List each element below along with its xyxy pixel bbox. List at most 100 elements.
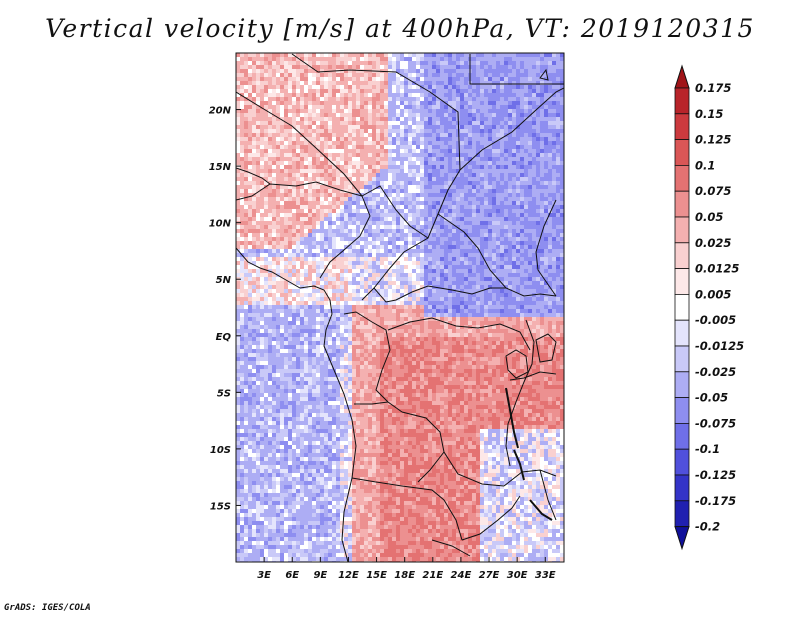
field-cell (396, 121, 400, 125)
field-cell (432, 85, 436, 89)
field-cell (256, 81, 260, 85)
field-cell (536, 201, 540, 205)
field-cell (492, 157, 496, 161)
field-cell (500, 117, 504, 121)
field-cell (440, 193, 444, 197)
field-cell (476, 153, 480, 157)
field-cell (240, 217, 244, 221)
field-cell (484, 209, 488, 213)
field-cell (400, 273, 404, 277)
field-cell (428, 181, 432, 185)
field-cell (508, 185, 512, 189)
field-cell (452, 149, 456, 153)
field-cell (372, 77, 376, 81)
field-cell (472, 213, 476, 217)
field-cell (340, 225, 344, 229)
field-cell (504, 193, 508, 197)
field-cell (284, 93, 288, 97)
field-cell (508, 217, 512, 221)
field-cell (448, 193, 452, 197)
field-cell (520, 57, 524, 61)
field-cell (488, 69, 492, 73)
field-cell (252, 109, 256, 113)
field-cell (548, 105, 552, 109)
field-cell (544, 197, 548, 201)
field-cell (416, 285, 420, 289)
field-cell (368, 153, 372, 157)
field-cell (392, 165, 396, 169)
field-cell (236, 93, 240, 97)
field-cell (428, 177, 432, 181)
field-cell (352, 65, 356, 69)
field-cell (400, 265, 404, 269)
field-cell (532, 137, 536, 141)
field-cell (432, 61, 436, 65)
field-cell (276, 85, 280, 89)
field-cell (252, 277, 256, 281)
field-cell (340, 73, 344, 77)
field-cell (436, 265, 440, 269)
field-cell (248, 101, 252, 105)
field-cell (468, 209, 472, 213)
field-cell (336, 289, 340, 293)
field-cell (340, 209, 344, 213)
field-cell (492, 145, 496, 149)
field-cell (384, 197, 388, 201)
field-cell (504, 261, 508, 265)
field-cell (456, 197, 460, 201)
field-cell (488, 173, 492, 177)
field-cell (480, 245, 484, 249)
field-cell (352, 249, 356, 253)
field-cell (444, 189, 448, 193)
field-cell (308, 221, 312, 225)
field-cell (408, 93, 412, 97)
field-cell (292, 93, 296, 97)
field-cell (352, 265, 356, 269)
field-cell (484, 125, 488, 129)
field-cell (416, 69, 420, 73)
field-cell (316, 129, 320, 133)
field-cell (448, 125, 452, 129)
field-cell (456, 85, 460, 89)
field-cell (300, 153, 304, 157)
field-cell (328, 173, 332, 177)
field-cell (428, 233, 432, 237)
field-cell (288, 69, 292, 73)
field-cell (320, 189, 324, 193)
field-cell (388, 149, 392, 153)
field-cell (340, 289, 344, 293)
field-cell (476, 137, 480, 141)
field-cell (300, 181, 304, 185)
field-cell (496, 53, 500, 57)
field-cell (292, 261, 296, 265)
field-cell (428, 277, 432, 281)
field-cell (408, 165, 412, 169)
field-cell (316, 277, 320, 281)
field-cell (304, 197, 308, 201)
field-cell (516, 177, 520, 181)
field-cell (456, 269, 460, 273)
field-cell (424, 73, 428, 77)
field-cell (288, 53, 292, 57)
field-cell (332, 77, 336, 81)
field-cell (260, 217, 264, 221)
field-cell (400, 81, 404, 85)
field-cell (348, 169, 352, 173)
field-cell (384, 249, 388, 253)
field-cell (480, 113, 484, 117)
field-cell (380, 217, 384, 221)
field-cell (472, 253, 476, 257)
field-cell (388, 181, 392, 185)
field-cell (396, 85, 400, 89)
field-cell (236, 113, 240, 117)
field-cell (308, 193, 312, 197)
field-cell (356, 233, 360, 237)
field-cell (380, 89, 384, 93)
field-cell (512, 213, 516, 217)
field-cell (332, 133, 336, 137)
field-cell (420, 77, 424, 81)
field-cell (448, 93, 452, 97)
field-cell (296, 89, 300, 93)
field-cell (420, 161, 424, 165)
field-cell (560, 125, 564, 129)
